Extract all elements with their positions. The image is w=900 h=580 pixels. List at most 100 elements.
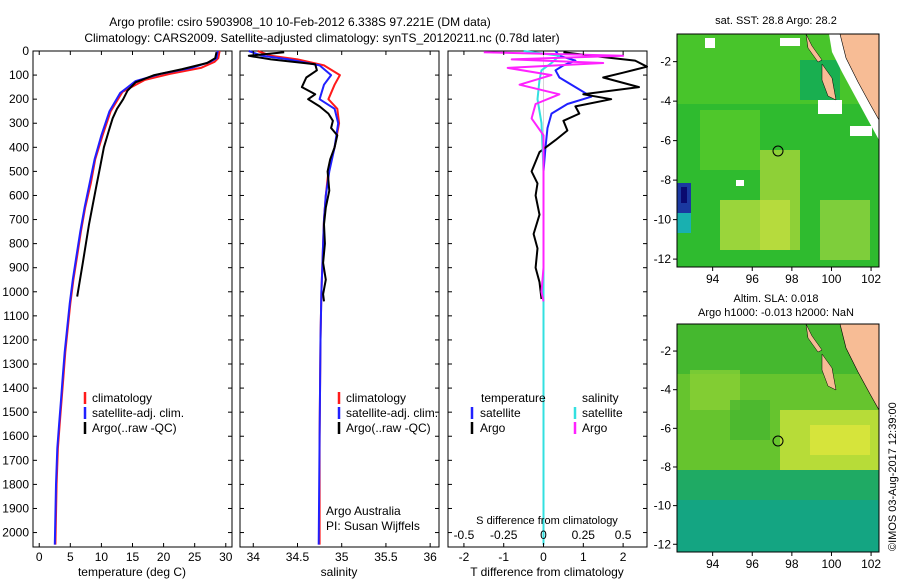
sla-map-subtitle: Argo h1000: -0.013 h2000: NaN (698, 307, 854, 319)
temperature-legend: climatology satellite-adj. clim. Argo(..… (83, 391, 184, 435)
x-tick-label: -2 (459, 550, 470, 564)
map-y-tick-label: -12 (654, 252, 672, 266)
legend-satellite-adj: satellite-adj. clim. (92, 406, 184, 420)
x-tick-label: 0 (540, 550, 547, 564)
depth-tick-label: 600 (9, 188, 29, 202)
map-y-tick-label: -6 (660, 421, 671, 435)
legend-argo: Argo(..raw -QC) (346, 421, 431, 435)
legend-argo: Argo(..raw -QC) (92, 421, 177, 435)
sla-map-frame (676, 323, 880, 553)
depth-tick-label: 1000 (2, 285, 29, 299)
depth-tick-label: 900 (9, 261, 29, 275)
map-x-tick-label: 98 (785, 272, 799, 286)
legend-t-argo: Argo (480, 421, 506, 435)
legend-t-satellite: satellite (480, 406, 521, 420)
map-x-tick-label: 98 (785, 557, 799, 571)
x-tick-label: 35 (335, 550, 349, 564)
imos-watermark: ©IMOS 03-Aug-2017 12:39:00 (887, 402, 899, 551)
s-diff-xlabel: S difference from climatology (476, 515, 618, 527)
depth-tick-label: 1800 (2, 477, 29, 491)
depth-tick-label: 200 (9, 92, 29, 106)
sla-map-field (677, 323, 880, 552)
x-tick-label: 20 (157, 550, 171, 564)
x-tick-label: 36 (423, 550, 437, 564)
depth-axis: 0 100 200 300 400 500 600 700 800 900 1000 1100 1200… (2, 44, 647, 540)
difference-legend: temperature satellite Argo salinity sate… (470, 391, 623, 435)
map-x-tick-label: 100 (821, 272, 841, 286)
x-tick-label: 35.5 (374, 550, 398, 564)
map-x-tick-label: 96 (746, 272, 760, 286)
map-axes: 94 96 98 100 102 -2 -4 -6 -8 -10 -12 94 96 98 100 102 -2… (654, 55, 882, 571)
sst-map-title: sat. SST: 28.8 Argo: 28.2 (715, 15, 837, 27)
x-tick2-label: -0.25 (490, 528, 518, 542)
map-x-tick-label: 102 (861, 272, 881, 286)
x-tick-label: 34.5 (286, 550, 310, 564)
figure-title-line2: Climatology: CARS2009. Satellite-adjuste… (84, 31, 559, 45)
map-y-tick-label: -2 (660, 55, 671, 69)
map-x-tick-label: 100 (821, 557, 841, 571)
x-tick-label: 30 (219, 550, 233, 564)
t-diff-xlabel: T difference from climatology (470, 565, 624, 579)
depth-tick-label: 1900 (2, 501, 29, 515)
legend-climatology: climatology (92, 391, 152, 405)
depth-tick-label: 400 (9, 140, 29, 154)
argo-position-marker (772, 435, 784, 447)
depth-tick-label: 1100 (3, 309, 29, 323)
legend-s-satellite: satellite (582, 406, 623, 420)
sla-map (676, 323, 880, 553)
series-line-argo-raw-qc- (76, 51, 218, 297)
depth-tick-label: 800 (9, 237, 29, 251)
sst-map-frame (676, 33, 880, 268)
profile-lines (53, 50, 648, 547)
salinity-legend: climatology satellite-adj. clim. Argo(..… (326, 391, 438, 533)
figure-title-line1: Argo profile: csiro 5903908_10 10-Feb-20… (109, 15, 491, 29)
depth-tick-label: 1200 (2, 333, 29, 347)
x-tick-label: 15 (126, 550, 140, 564)
sst-map (676, 33, 880, 268)
annotation-pi: PI: Susan Wijffels (326, 519, 420, 533)
map-y-tick-label: -4 (660, 383, 671, 397)
depth-tick-label: 100 (9, 68, 29, 82)
depth-tick-label: 500 (9, 164, 29, 178)
map-y-tick-label: -4 (660, 94, 671, 108)
x-tick-label: 1 (580, 550, 587, 564)
salinity-panel (239, 50, 440, 548)
temperature-panel (32, 50, 233, 548)
map-y-tick-label: -10 (654, 499, 672, 513)
x-tick-label: 0 (36, 550, 43, 564)
series-line-argo-raw-qc- (247, 51, 339, 302)
x-tick2-label: 0.5 (615, 528, 632, 542)
sla-map-title: Altim. SLA: 0.018 (734, 293, 819, 305)
series-line-salinity-argo (483, 51, 625, 302)
x-tick-label: -1 (498, 550, 509, 564)
map-y-tick-label: -8 (660, 173, 671, 187)
x-tick-label: 5 (67, 550, 74, 564)
depth-tick-label: 300 (9, 116, 29, 130)
map-x-tick-label: 94 (706, 557, 720, 571)
legend-s-argo: Argo (582, 421, 608, 435)
series-line-temperature-argo (530, 51, 648, 300)
salinity-xlabel: salinity (321, 565, 358, 579)
x-tick2-label: 0.25 (572, 528, 596, 542)
depth-tick-label: 0 (22, 44, 29, 58)
x-tick2-label: -0.5 (454, 528, 475, 542)
map-x-tick-label: 102 (861, 557, 881, 571)
depth-tick-label: 1600 (2, 429, 29, 443)
argo-position-marker (772, 145, 784, 157)
depth-tick-label: 1300 (2, 357, 29, 371)
legend-climatology: climatology (346, 391, 406, 405)
x-tick-label: 2 (620, 550, 627, 564)
x-tick-label: 25 (188, 550, 202, 564)
legend-salinity-header: salinity (582, 391, 619, 405)
x-tick-label: 34 (247, 550, 261, 564)
x-tick-label: 10 (95, 550, 109, 564)
map-y-tick-label: -2 (660, 344, 671, 358)
depth-tick-label: 1400 (2, 381, 29, 395)
legend-temperature-header: temperature (481, 391, 546, 405)
depth-tick-label: 1700 (2, 453, 29, 467)
depth-tick-label: 1500 (2, 405, 29, 419)
temperature-xlabel: temperature (deg C) (78, 565, 186, 579)
map-y-tick-label: -6 (660, 134, 671, 148)
map-y-tick-label: -12 (654, 537, 672, 551)
